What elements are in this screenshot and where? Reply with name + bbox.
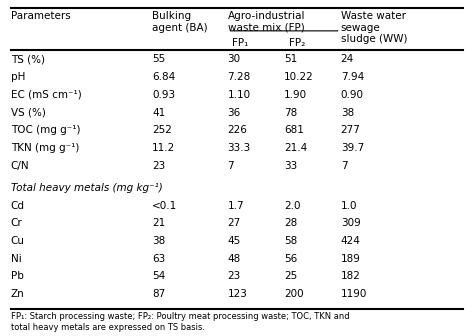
Text: 182: 182 [341,271,361,281]
Text: 30: 30 [228,54,241,65]
Text: 0.90: 0.90 [341,90,364,100]
Text: 78: 78 [284,108,297,118]
Text: EC (mS cm⁻¹): EC (mS cm⁻¹) [11,90,82,100]
Text: 226: 226 [228,125,247,135]
Text: 63: 63 [152,254,165,264]
Text: Agro-industrial
waste mix (FP): Agro-industrial waste mix (FP) [228,11,305,33]
Text: 38: 38 [341,108,354,118]
Text: FP₁: Starch processing waste; FP₂: Poultry meat processing waste; TOC, TKN and
t: FP₁: Starch processing waste; FP₂: Poult… [11,312,349,332]
Text: 55: 55 [152,54,165,65]
Text: 21.4: 21.4 [284,143,307,153]
Text: 21: 21 [152,218,165,228]
Text: 36: 36 [228,108,241,118]
Text: TKN (mg g⁻¹): TKN (mg g⁻¹) [11,143,79,153]
Text: Pb: Pb [11,271,24,281]
Text: 7.94: 7.94 [341,72,364,82]
Text: 41: 41 [152,108,165,118]
Text: 33.3: 33.3 [228,143,251,153]
Text: Bulking
agent (BA): Bulking agent (BA) [152,11,208,33]
Text: TS (%): TS (%) [11,54,45,65]
Text: 58: 58 [284,236,297,246]
Text: 56: 56 [284,254,297,264]
Text: <0.1: <0.1 [152,201,177,211]
Text: 309: 309 [341,218,360,228]
Text: 6.84: 6.84 [152,72,175,82]
Text: Waste water
sewage
sludge (WW): Waste water sewage sludge (WW) [341,11,407,44]
Text: TOC (mg g⁻¹): TOC (mg g⁻¹) [11,125,80,135]
Text: 33: 33 [284,161,297,171]
Text: 51: 51 [284,54,297,65]
Text: 27: 27 [228,218,241,228]
Text: 681: 681 [284,125,304,135]
Text: Cu: Cu [11,236,25,246]
Text: 277: 277 [341,125,361,135]
Text: 48: 48 [228,254,241,264]
Text: 252: 252 [152,125,172,135]
Text: 1190: 1190 [341,289,367,299]
Text: 1.7: 1.7 [228,201,244,211]
Text: Total heavy metals (mg kg⁻¹): Total heavy metals (mg kg⁻¹) [11,183,163,193]
Text: 7.28: 7.28 [228,72,251,82]
Text: 25: 25 [284,271,297,281]
Text: 39.7: 39.7 [341,143,364,153]
Text: 7: 7 [341,161,347,171]
Text: C/N: C/N [11,161,29,171]
Text: Cd: Cd [11,201,25,211]
Text: 123: 123 [228,289,247,299]
Text: Ni: Ni [11,254,21,264]
Text: 0.93: 0.93 [152,90,175,100]
Text: 23: 23 [228,271,241,281]
Text: 87: 87 [152,289,165,299]
Text: 38: 38 [152,236,165,246]
Text: 45: 45 [228,236,241,246]
Text: VS (%): VS (%) [11,108,46,118]
Text: Cr: Cr [11,218,23,228]
Text: pH: pH [11,72,25,82]
Text: FP₁: FP₁ [232,38,249,48]
Text: Parameters: Parameters [11,11,71,21]
Text: 1.0: 1.0 [341,201,357,211]
Text: 200: 200 [284,289,304,299]
Text: 7: 7 [228,161,234,171]
Text: 189: 189 [341,254,361,264]
Text: 424: 424 [341,236,361,246]
Text: 24: 24 [341,54,354,65]
Text: 2.0: 2.0 [284,201,301,211]
Text: 10.22: 10.22 [284,72,314,82]
Text: 23: 23 [152,161,165,171]
Text: 11.2: 11.2 [152,143,175,153]
Text: 54: 54 [152,271,165,281]
Text: 1.90: 1.90 [284,90,307,100]
Text: 28: 28 [284,218,297,228]
Text: 1.10: 1.10 [228,90,251,100]
Text: FP₂: FP₂ [289,38,305,48]
Text: Zn: Zn [11,289,25,299]
